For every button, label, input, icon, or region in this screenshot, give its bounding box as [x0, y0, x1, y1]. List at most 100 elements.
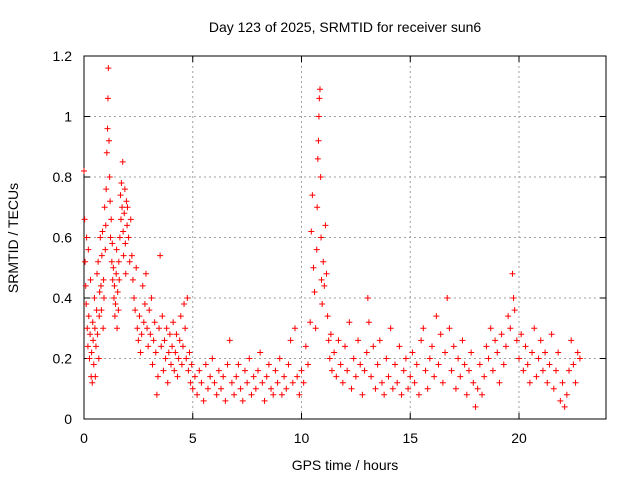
data-point [187, 379, 194, 386]
data-point [468, 349, 475, 356]
data-point [186, 349, 193, 356]
data-point [137, 349, 144, 356]
data-point [322, 222, 329, 229]
data-point [82, 258, 89, 265]
data-point [94, 270, 101, 277]
data-point [570, 361, 577, 368]
data-point [450, 343, 457, 350]
data-point [121, 186, 128, 193]
data-point [164, 379, 171, 386]
data-point [101, 295, 108, 301]
data-point [479, 391, 486, 398]
data-point [305, 361, 312, 368]
data-point [106, 174, 113, 180]
data-point [231, 391, 238, 398]
data-point [108, 258, 115, 265]
data-point [257, 349, 264, 356]
data-point [82, 282, 89, 289]
data-point [348, 385, 355, 392]
data-point [520, 367, 527, 374]
data-point [119, 204, 126, 211]
data-point [159, 313, 166, 320]
data-point [574, 349, 581, 356]
data-point [103, 186, 110, 193]
data-point [250, 373, 257, 380]
data-point [124, 222, 131, 229]
data-point [548, 331, 555, 338]
data-point [110, 264, 117, 271]
data-point [83, 234, 90, 241]
x-axis-label: GPS time / hours [292, 457, 399, 473]
data-point [173, 331, 180, 338]
data-point [323, 270, 330, 277]
data-point [165, 349, 172, 356]
data-point [120, 228, 127, 235]
data-point [138, 331, 145, 338]
y-axis-label: SRMTID / TECUs [5, 183, 21, 293]
data-point [424, 385, 431, 392]
data-point [115, 307, 122, 314]
chart-title: Day 123 of 2025, SRMTID for receiver sun… [209, 19, 482, 35]
data-point [302, 343, 309, 350]
y-tick-label: 0 [64, 411, 72, 427]
data-point [542, 349, 549, 356]
y-tick-label: 0.8 [53, 169, 73, 185]
data-point [102, 246, 109, 253]
data-point [405, 385, 412, 392]
data-point [546, 361, 553, 368]
data-point [163, 325, 170, 332]
data-point [566, 367, 573, 374]
data-point [476, 361, 483, 368]
data-point [459, 337, 466, 344]
y-tick-label: 0.2 [53, 351, 73, 367]
data-point [92, 343, 99, 350]
grid [84, 56, 606, 419]
data-point [320, 258, 327, 265]
data-point [196, 367, 203, 374]
data-point [316, 86, 323, 93]
data-point [248, 391, 255, 398]
data-point [139, 282, 146, 289]
data-point [502, 343, 509, 350]
x-tick-label: 5 [189, 430, 197, 446]
data-point [174, 373, 181, 380]
data-point [115, 258, 122, 265]
data-point [224, 361, 231, 368]
data-point [294, 373, 301, 380]
data-point [100, 325, 107, 332]
data-point [496, 379, 503, 386]
data-point [162, 355, 169, 362]
data-point [511, 307, 518, 314]
data-point [126, 258, 133, 265]
data-point [228, 379, 235, 386]
data-point [102, 222, 109, 229]
data-point [204, 385, 211, 392]
data-point [272, 367, 279, 374]
data-point [81, 216, 88, 223]
data-point [370, 343, 377, 350]
data-point [95, 355, 102, 362]
data-point [185, 367, 192, 374]
data-point [252, 385, 259, 392]
data-point [109, 276, 116, 283]
data-point [149, 361, 156, 368]
data-point [96, 313, 103, 320]
data-point [524, 361, 531, 368]
data-point [107, 198, 114, 205]
data-point [342, 343, 348, 350]
data-point [489, 367, 496, 374]
data-point [315, 113, 322, 120]
data-point [154, 373, 161, 380]
data-point [352, 373, 359, 380]
data-point [239, 397, 246, 404]
data-point [312, 325, 319, 332]
data-point [146, 307, 153, 314]
data-point [169, 343, 176, 350]
data-point [557, 397, 564, 404]
data-point [363, 349, 370, 356]
data-point [374, 361, 381, 368]
data-point [510, 295, 517, 301]
data-point [359, 391, 366, 398]
data-point [118, 180, 125, 187]
data-point [184, 295, 191, 301]
